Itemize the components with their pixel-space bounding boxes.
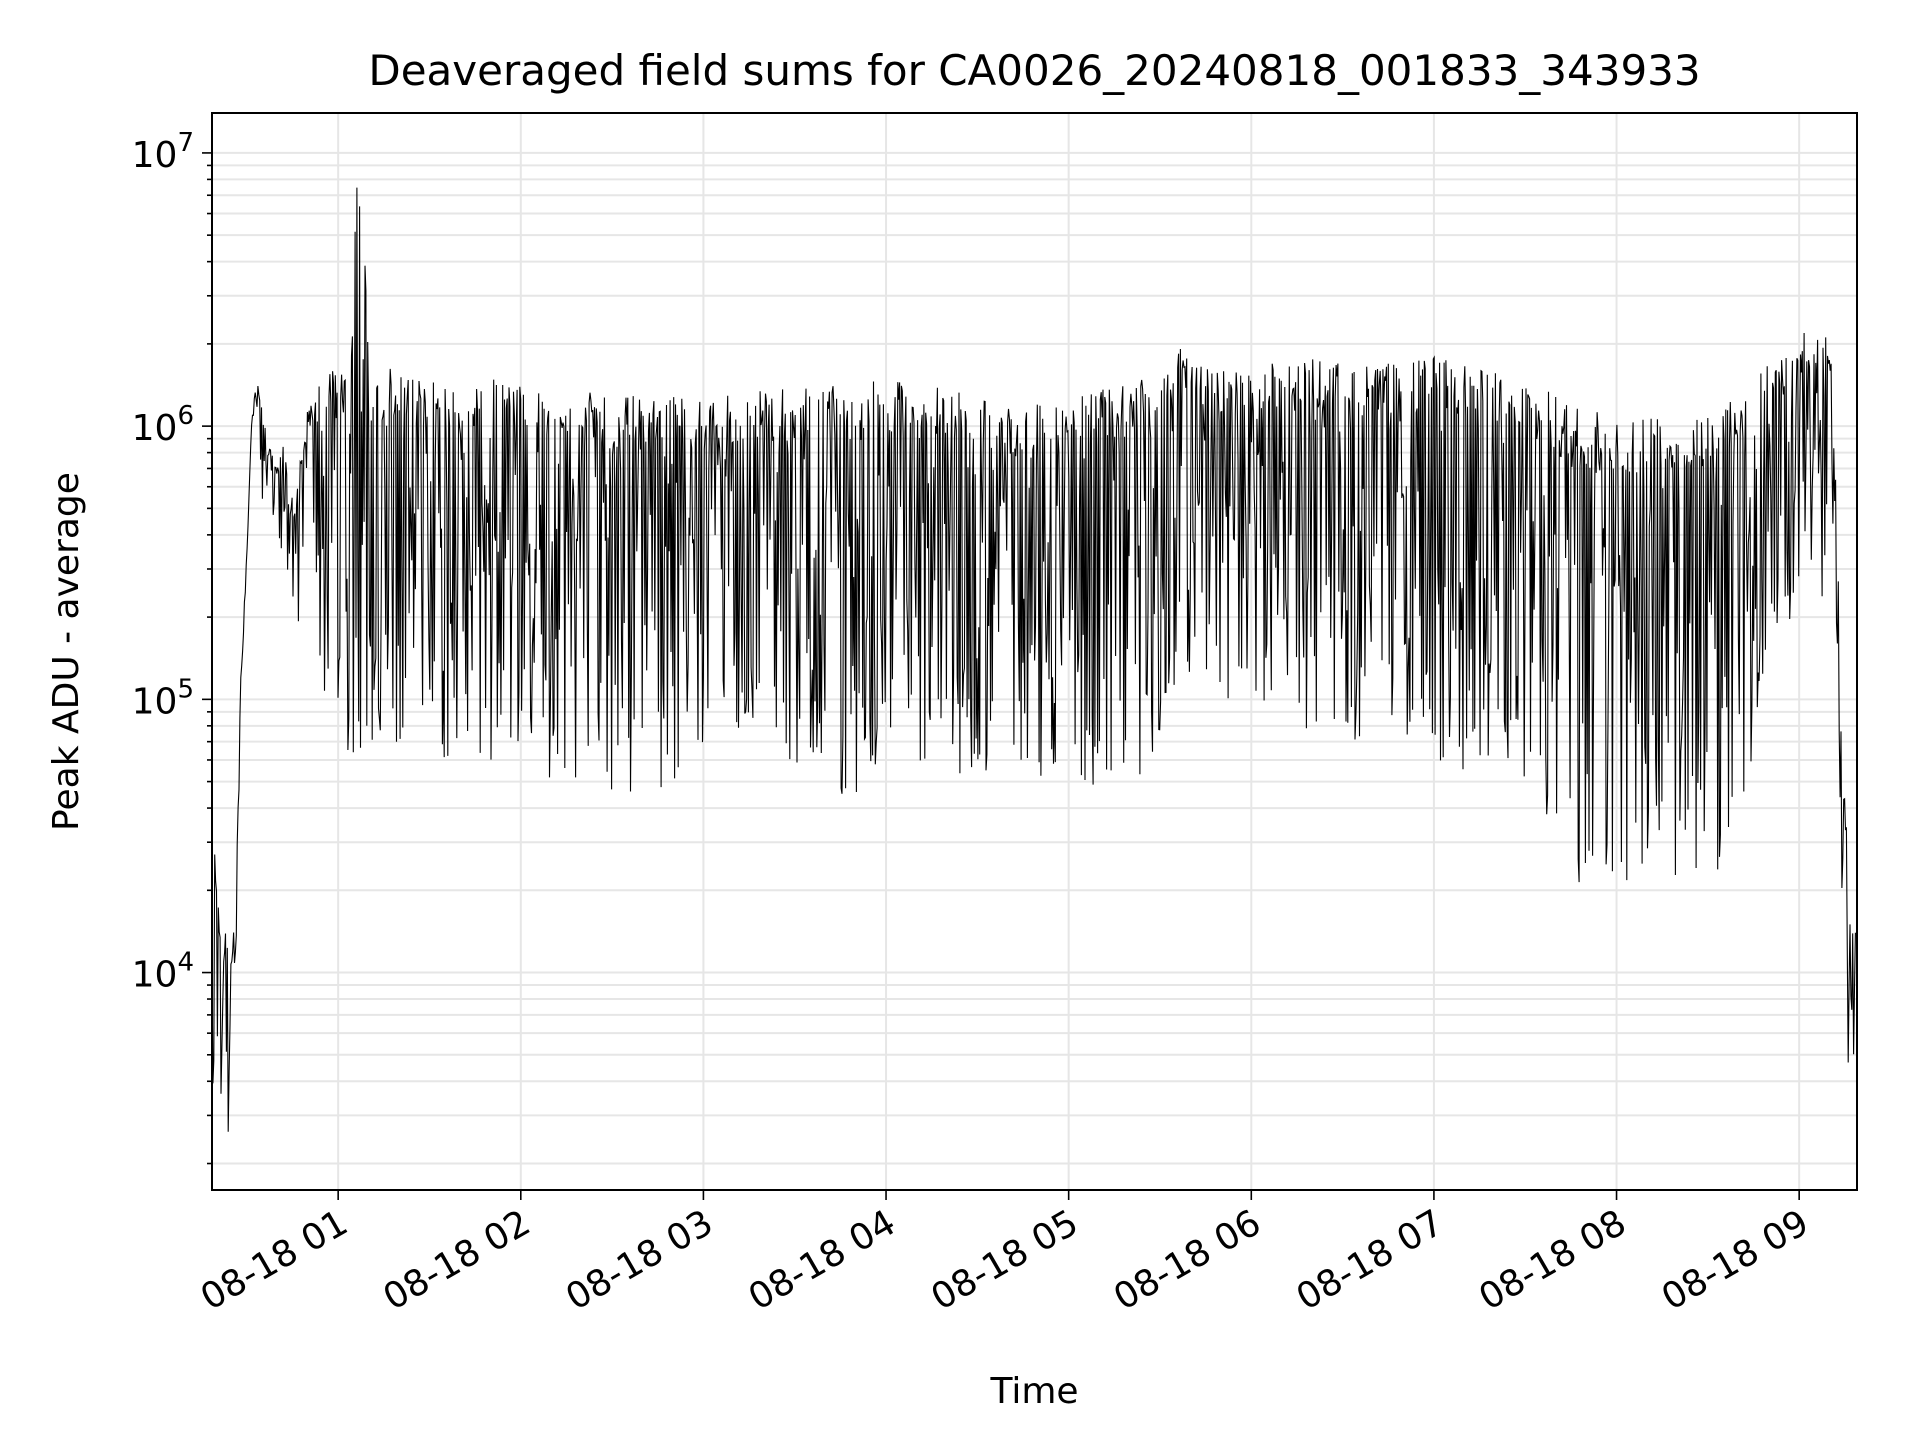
x-axis-label: Time xyxy=(989,1371,1078,1412)
y-tick-label: 107 xyxy=(132,128,194,176)
y-tick-label: 106 xyxy=(132,401,194,449)
chart-title: Deaveraged field sums for CA0026_2024081… xyxy=(368,46,1700,95)
y-tick-label: 105 xyxy=(132,674,194,722)
y-axis: 104 105 106 107 xyxy=(132,128,212,1165)
series-line-path xyxy=(212,187,1856,1132)
y-axis-label: Peak ADU - average xyxy=(46,472,87,831)
series-line xyxy=(212,187,1856,1132)
plot-frame xyxy=(211,112,1858,1191)
y-tick-label: 104 xyxy=(132,948,194,996)
